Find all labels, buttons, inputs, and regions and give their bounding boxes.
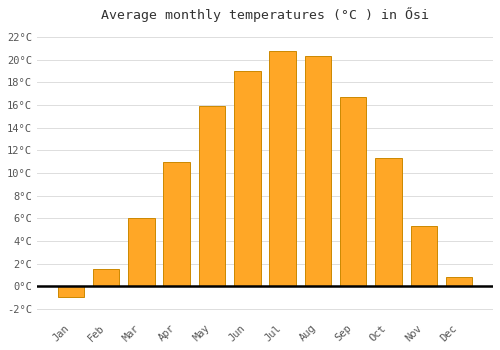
- Bar: [164, 162, 190, 286]
- Title: Average monthly temperatures (°C ) in Ősi: Average monthly temperatures (°C ) in Ős…: [101, 7, 429, 22]
- Bar: [93, 269, 120, 286]
- Bar: [375, 158, 402, 286]
- Bar: [340, 97, 366, 286]
- Bar: [270, 51, 296, 286]
- Bar: [234, 71, 260, 286]
- Bar: [410, 226, 437, 286]
- Bar: [58, 286, 84, 297]
- Bar: [198, 106, 225, 286]
- Bar: [128, 218, 154, 286]
- Bar: [446, 277, 472, 286]
- Bar: [304, 56, 331, 286]
